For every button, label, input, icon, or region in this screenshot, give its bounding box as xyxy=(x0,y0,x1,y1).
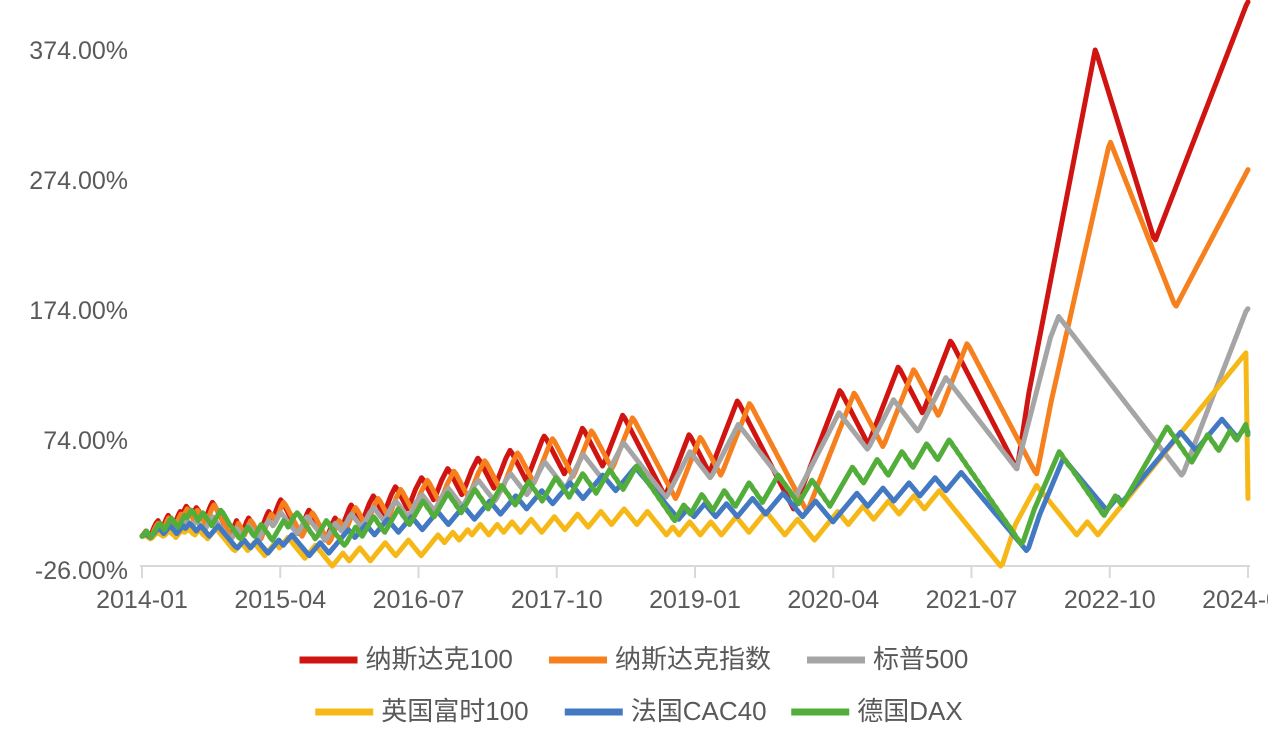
x-axis-tick-label: 2016-07 xyxy=(373,586,465,614)
x-axis-tick-label: 2017-10 xyxy=(511,586,603,614)
y-axis-tick-label: 274.00% xyxy=(29,167,128,195)
x-axis-labels: 2014-01 2015-04 2016-07 2017-10 2019-01 2020-… xyxy=(96,586,1268,614)
x-axis-tick-label: 2022-10 xyxy=(1064,586,1156,614)
x-axis-tick-label: 2024-01 xyxy=(1202,586,1268,614)
y-axis-tick-label: -26.00% xyxy=(35,557,128,585)
series-line-2 xyxy=(139,306,1251,543)
x-axis-tick-label: 2020-04 xyxy=(787,586,879,614)
series-line-3 xyxy=(139,350,1251,569)
y-axis-tick-label: 74.00% xyxy=(43,427,128,455)
legend-label-5: 德国DAX xyxy=(857,696,962,726)
x-axis-tick-label: 2014-01 xyxy=(96,586,188,614)
legend-label-4: 法国CAC40 xyxy=(631,696,767,726)
y-axis-tick-label: 374.00% xyxy=(29,37,128,65)
chart-legend: 纳斯达克100 纳斯达克指数 标普500 英国富时100 法国CAC40 德国DAX xyxy=(299,644,968,726)
y-axis-tick-label: 174.00% xyxy=(29,297,128,325)
x-axis-ticks xyxy=(141,566,1249,578)
series-lines xyxy=(139,0,1251,569)
x-axis-tick-label: 2015-04 xyxy=(234,586,326,614)
legend-label-1: 纳斯达克指数 xyxy=(615,644,771,674)
legend-label-0: 纳斯达克100 xyxy=(366,644,513,674)
legend-label-3: 英国富时100 xyxy=(381,696,528,726)
legend-label-2: 标普500 xyxy=(873,644,968,674)
y-axis-labels: 374.00% 274.00% 174.00% 74.00% -26.00% xyxy=(29,37,128,585)
x-axis-tick-label: 2021-07 xyxy=(926,586,1018,614)
x-axis-tick-label: 2019-01 xyxy=(649,586,741,614)
series-line-5 xyxy=(139,421,1251,548)
